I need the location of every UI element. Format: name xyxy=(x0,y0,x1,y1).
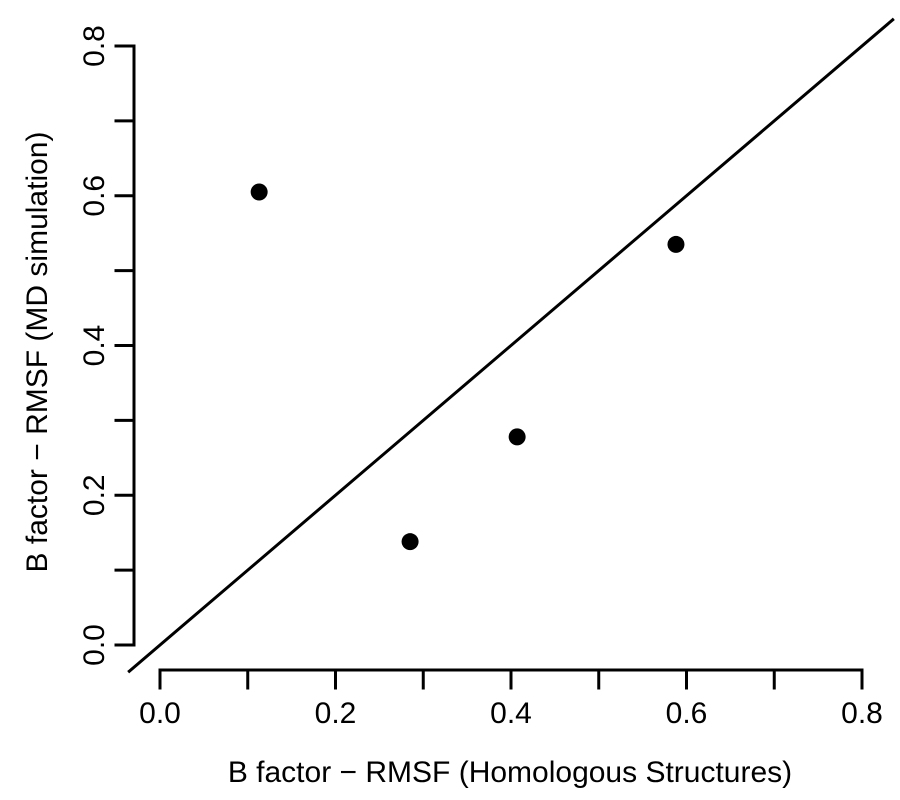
data-point xyxy=(667,235,685,253)
y-tick-label: 0.6 xyxy=(78,175,111,217)
x-tick-label: 0.8 xyxy=(841,697,883,730)
data-point xyxy=(508,428,526,446)
x-tick-label: 0.6 xyxy=(666,697,708,730)
x-axis-title: B factor − RMSF (Homologous Structures) xyxy=(228,756,792,789)
reference-line-group xyxy=(127,17,895,674)
y-tick-label: 0.0 xyxy=(78,624,111,666)
y-tick-label: 0.4 xyxy=(78,325,111,367)
y-tick-label: 0.2 xyxy=(78,474,111,516)
x-tick-label: 0.0 xyxy=(139,697,181,730)
reference-line xyxy=(127,17,895,674)
data-points-group xyxy=(250,183,685,551)
x-tick-label: 0.4 xyxy=(490,697,532,730)
x-tick-label: 0.2 xyxy=(315,697,357,730)
tick-labels-group: 0.0 0.2 0.4 0.6 0.8 0.0 0.2 0.4 0.6 0.8 xyxy=(78,25,883,730)
y-axis-title: B factor − RMSF (MD simulation) xyxy=(21,132,54,573)
data-point xyxy=(401,533,419,551)
y-tick-label: 0.8 xyxy=(78,25,111,67)
axes-group xyxy=(114,44,864,690)
data-point xyxy=(250,183,268,201)
